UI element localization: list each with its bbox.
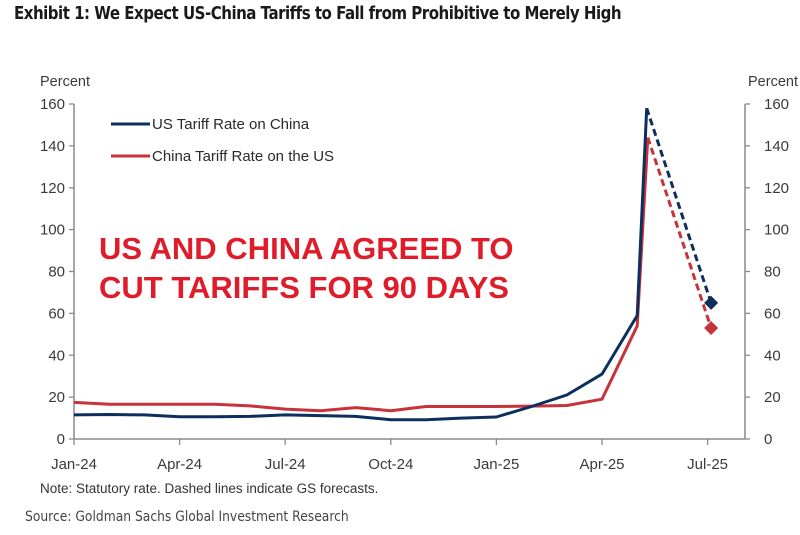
x-tick-label: Apr-24: [157, 456, 202, 473]
series-line-china: [73, 137, 650, 413]
axes: 0 0 20 20 40 40 60 60 80 80 100 100 120 120 140 140 160 1…: [40, 96, 789, 473]
right-y-tick-label: 120: [764, 180, 789, 197]
forecast-line-china: [646, 137, 713, 329]
left-axis-title: Percent: [40, 74, 90, 90]
right-y-tick-label: 140: [764, 138, 789, 155]
series-line-us: [73, 108, 649, 422]
right-y-tick-label: 0: [764, 431, 772, 448]
right-y-tick-label: 100: [764, 222, 789, 239]
annotation-line-1: US AND CHINA AGREED TO: [99, 231, 514, 266]
left-y-tick-label: 20: [48, 389, 65, 406]
left-y-tick-label: 80: [48, 264, 65, 281]
x-tick-label: Oct-24: [368, 456, 413, 473]
x-tick-label: Jan-24: [51, 456, 97, 473]
legend-label-us: US Tariff Rate on China: [152, 116, 310, 133]
x-tick-label: Jan-25: [473, 456, 519, 473]
right-y-tick-label: 40: [764, 347, 781, 364]
annotation-line-2: CUT TARIFFS FOR 90 DAYS: [99, 270, 509, 305]
right-y-tick-label: 160: [764, 96, 789, 113]
left-y-tick-label: 100: [40, 222, 65, 239]
x-tick-label: Jul-24: [265, 456, 306, 473]
right-axis-title: Percent: [748, 74, 798, 90]
left-y-tick-label: 60: [48, 305, 65, 322]
right-y-tick-label: 80: [764, 264, 781, 281]
series-layer: [73, 107, 719, 422]
left-y-tick-label: 0: [57, 431, 65, 448]
chart-title: Exhibit 1: We Expect US-China Tariffs to…: [14, 4, 622, 24]
legend: US Tariff Rate on China China Tariff Rat…: [111, 116, 334, 165]
left-y-tick-label: 140: [40, 138, 65, 155]
forecast-marker-china: [704, 321, 719, 336]
x-tick-label: Apr-25: [579, 456, 624, 473]
forecast-line-us: [645, 107, 713, 304]
x-tick-label: Jul-25: [687, 456, 728, 473]
right-y-tick-label: 20: [764, 389, 781, 406]
left-y-tick-label: 40: [48, 347, 65, 364]
right-y-tick-label: 60: [764, 305, 781, 322]
legend-label-china: China Tariff Rate on the US: [152, 148, 334, 165]
left-y-tick-label: 120: [40, 180, 65, 197]
left-y-tick-label: 160: [40, 96, 65, 113]
chart-source: Source: Goldman Sachs Global Investment …: [25, 509, 349, 525]
chart-note: Note: Statutory rate. Dashed lines indic…: [40, 481, 379, 496]
forecast-marker-us: [704, 295, 719, 310]
